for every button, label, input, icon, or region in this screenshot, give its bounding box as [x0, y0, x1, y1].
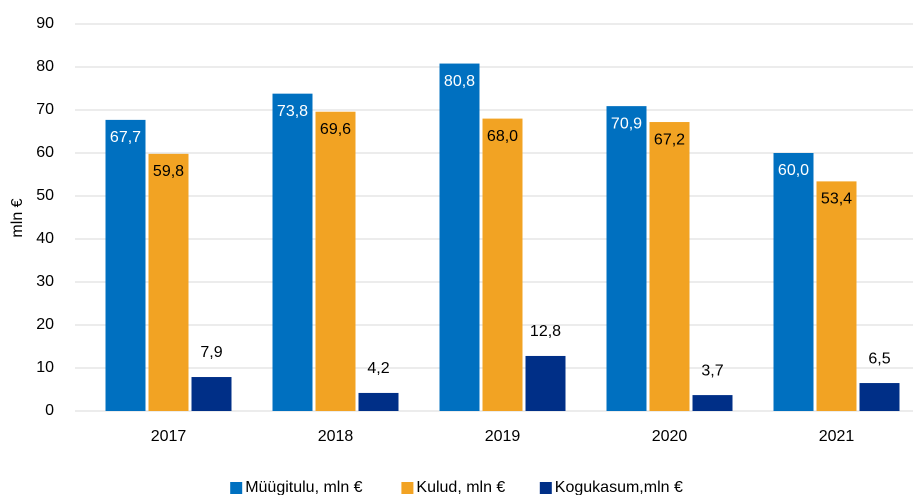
value-label: 68,0 — [487, 128, 518, 145]
bar — [439, 63, 480, 412]
legend-swatch — [401, 482, 414, 494]
value-label: 70,9 — [611, 115, 642, 132]
value-label: 53,4 — [821, 191, 852, 208]
bar — [606, 106, 647, 411]
x-tick-label: 2020 — [652, 428, 688, 445]
bar — [692, 395, 733, 411]
value-label: 80,8 — [444, 73, 475, 90]
y-tick-label: 50 — [36, 187, 54, 204]
bar — [191, 377, 232, 411]
legend-swatch — [539, 482, 552, 494]
bar — [649, 122, 690, 411]
y-tick-label: 10 — [36, 359, 54, 376]
bar — [272, 93, 313, 411]
bar — [105, 119, 146, 411]
value-label: 67,7 — [110, 129, 141, 146]
bar — [816, 181, 857, 411]
bar — [358, 392, 399, 411]
legend-label: Kogukasum,mln € — [555, 479, 683, 495]
x-tick-label: 2018 — [318, 428, 354, 445]
x-tick-label: 2019 — [485, 428, 521, 445]
legend-label: Kulud, mln € — [416, 479, 505, 495]
bar — [525, 355, 566, 411]
value-label: 12,8 — [530, 323, 561, 340]
y-tick-label: 60 — [36, 144, 54, 161]
y-axis-label: mln € — [9, 198, 26, 237]
value-label: 60,0 — [778, 162, 809, 179]
x-tick-label: 2017 — [151, 428, 187, 445]
y-tick-label: 30 — [36, 273, 54, 290]
value-label: 67,2 — [654, 131, 685, 148]
bar — [315, 111, 356, 411]
y-tick-label: 40 — [36, 230, 54, 247]
legend-label: Müügitulu, mln € — [245, 479, 362, 495]
value-label: 69,6 — [320, 121, 351, 138]
bar — [482, 118, 523, 411]
y-tick-label: 90 — [36, 15, 54, 32]
y-tick-label: 20 — [36, 316, 54, 333]
y-tick-label: 80 — [36, 58, 54, 75]
bar — [773, 153, 814, 411]
bar — [148, 153, 189, 412]
y-tick-label: 70 — [36, 101, 54, 118]
value-label: 73,8 — [277, 103, 308, 120]
value-label: 4,2 — [367, 360, 389, 377]
value-label: 7,9 — [200, 344, 222, 361]
value-label: 3,7 — [701, 362, 723, 379]
x-tick-label: 2021 — [819, 428, 855, 445]
legend-swatch — [230, 482, 243, 494]
bar — [859, 383, 900, 411]
y-tick-label: 0 — [45, 402, 54, 419]
value-label: 59,8 — [153, 163, 184, 180]
value-label: 6,5 — [868, 350, 890, 367]
